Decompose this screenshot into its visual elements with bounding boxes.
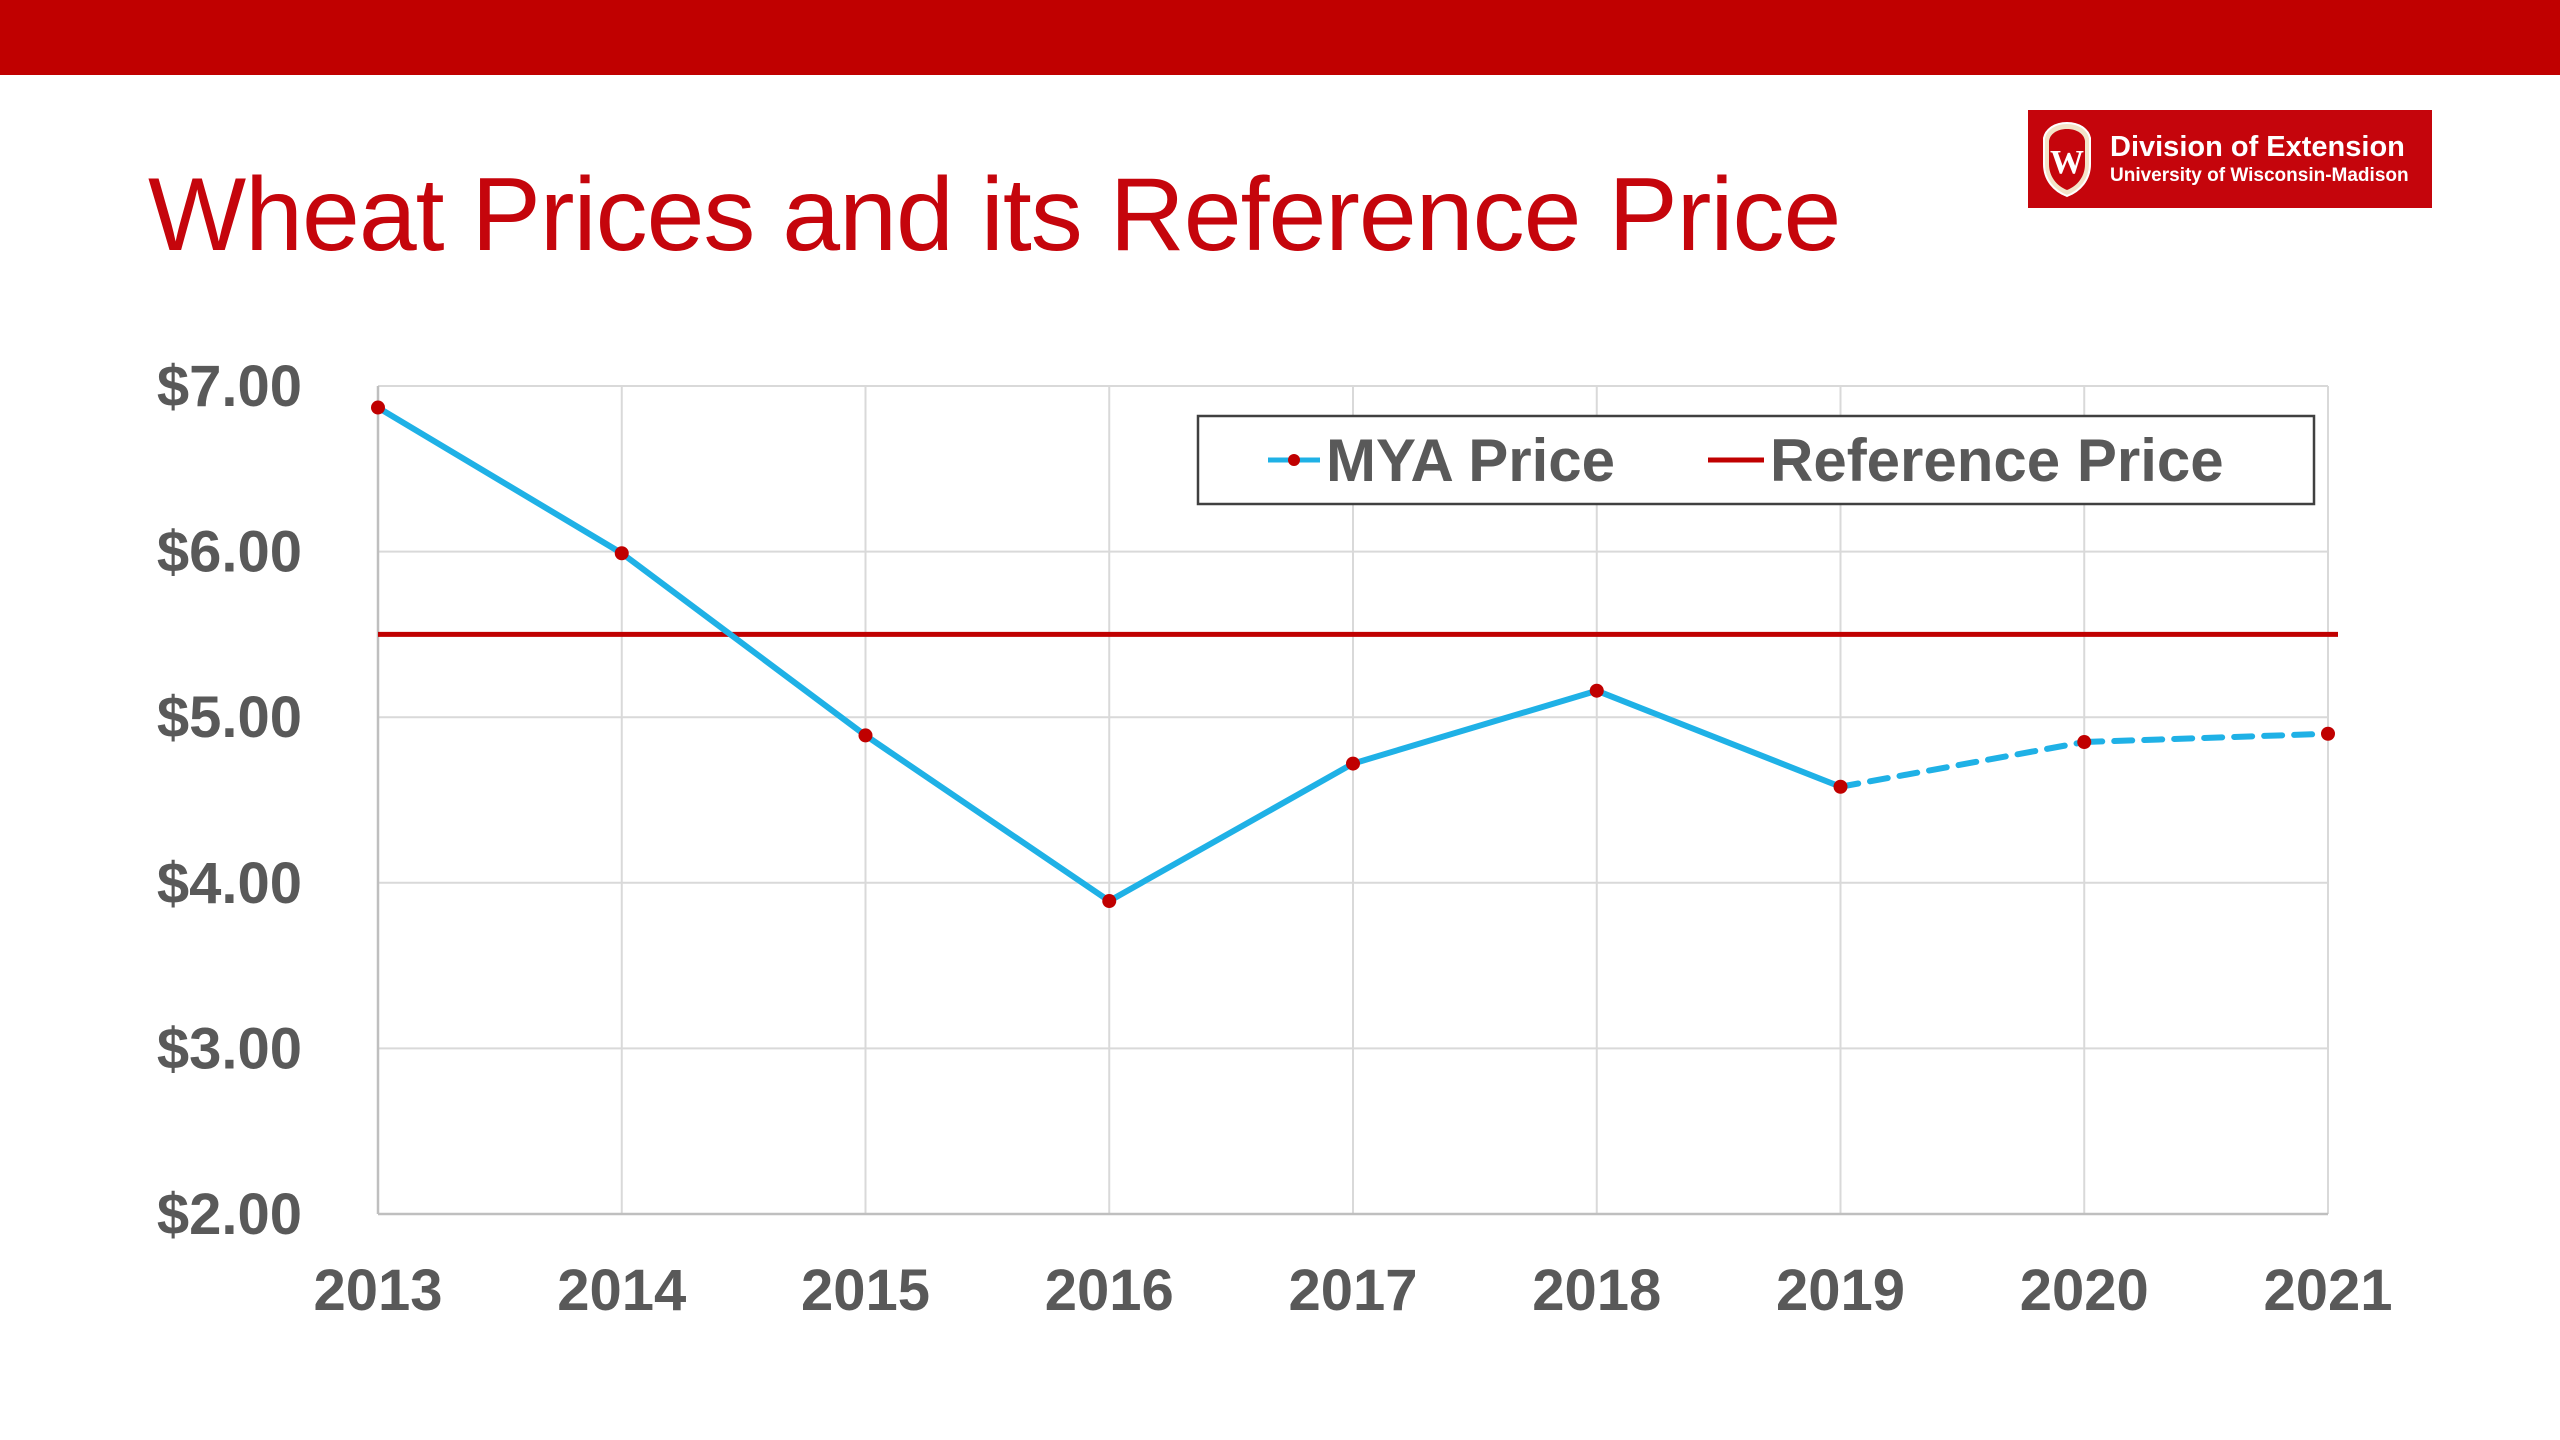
x-tick-label: 2018	[1532, 1258, 1661, 1323]
x-tick-label: 2013	[313, 1258, 442, 1323]
mya-line-segment	[375, 404, 625, 557]
mya-projected-segment	[1837, 739, 2088, 790]
mya-point-2013	[371, 400, 385, 415]
x-tick-label: 2019	[1776, 1258, 1905, 1323]
mya-point-2017	[1346, 756, 1360, 771]
mya-point-2020	[2077, 735, 2092, 750]
x-tick-label: 2020	[2020, 1258, 2149, 1323]
mya-projected-segment	[2081, 730, 2331, 746]
mya-line-segment	[1593, 687, 1844, 790]
header-bar	[0, 0, 2560, 75]
chart-legend: MYA Price Reference Price	[1196, 414, 2316, 506]
legend-mya-label: MYA Price	[1326, 427, 1615, 494]
mya-line-segment	[618, 550, 869, 739]
y-tick-label: $7.00	[157, 354, 302, 419]
y-tick-label: $6.00	[157, 520, 302, 585]
mya-line-segment	[862, 732, 1113, 905]
mya-point-2021	[2321, 726, 2335, 741]
logo-division-name: Division of Extension	[2110, 131, 2405, 163]
mya-point-2016	[1102, 894, 1117, 909]
x-tick-label: 2014	[557, 1258, 686, 1323]
mya-price-series	[371, 400, 2335, 909]
mya-point-2018	[1589, 683, 1604, 698]
uw-crest-icon: W	[2043, 121, 2091, 198]
mya-line-segment	[1350, 687, 1600, 767]
x-tick-label: 2015	[801, 1258, 930, 1323]
mya-point-2015	[858, 728, 873, 743]
mya-point-2019	[1833, 779, 1848, 794]
x-tick-label: 2016	[1045, 1258, 1174, 1323]
x-tick-label: 2021	[2263, 1258, 2392, 1323]
x-tick-label: 2017	[1288, 1258, 1417, 1323]
logo-text: Division of Extension University of Wisc…	[2110, 130, 2409, 188]
crest-letter: W	[2050, 144, 2084, 181]
y-tick-label: $4.00	[157, 851, 302, 916]
logo-university-name: University of Wisconsin-Madison	[2110, 165, 2409, 186]
mya-point-2014	[614, 546, 629, 561]
x-axis-tick-labels: 2013 2014 2015 2016 2017 2018 2019 2020 2021	[313, 1258, 2392, 1323]
y-axis-tick-labels: $7.00 $6.00 $5.00 $4.00 $3.00 $2.00	[157, 354, 302, 1247]
y-tick-label: $5.00	[157, 685, 302, 750]
division-of-extension-logo: W Division of Extension University of Wi…	[2028, 110, 2432, 208]
gridlines	[376, 385, 2329, 1216]
mya-line-segment	[1106, 760, 1356, 905]
legend-mya-swatch-marker	[1288, 454, 1300, 466]
legend-reference-label: Reference Price	[1770, 427, 2224, 494]
y-tick-label: $3.00	[157, 1016, 302, 1081]
y-tick-label: $2.00	[157, 1182, 302, 1247]
slide-title: Wheat Prices and its Reference Price	[148, 157, 1841, 273]
